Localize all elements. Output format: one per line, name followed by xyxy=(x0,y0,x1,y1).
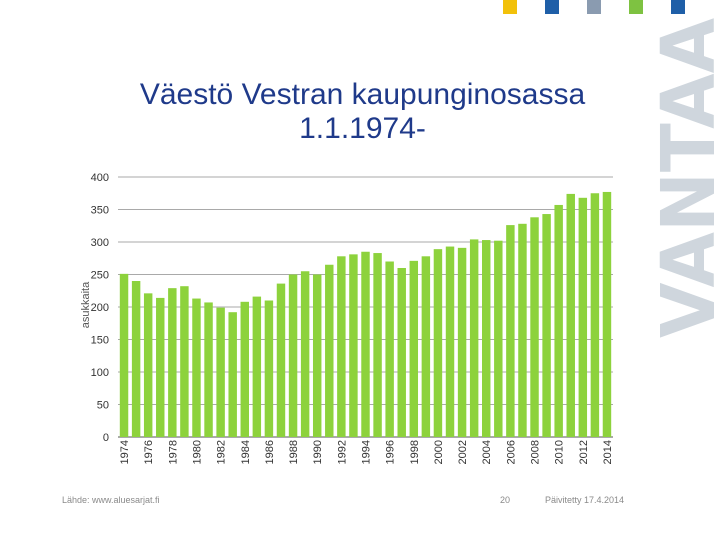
y-tick-label: 100 xyxy=(91,367,109,379)
x-tick-label: 1978 xyxy=(167,440,179,464)
y-tick-label: 350 xyxy=(91,205,109,217)
x-tick-label: 2006 xyxy=(505,440,517,464)
bar-1984 xyxy=(240,301,249,437)
x-tick-label: 2000 xyxy=(433,440,445,464)
updated-date: Päivitetty 17.4.2014 xyxy=(545,495,625,505)
y-tick-label: 250 xyxy=(91,270,109,282)
decor-square xyxy=(545,0,559,14)
x-tick-label: 1998 xyxy=(409,440,421,464)
bar-1980 xyxy=(192,298,201,437)
vantaa-logo-text: VANTAA xyxy=(646,18,720,338)
vantaa-logo: VANTAA xyxy=(646,18,720,338)
bar-2006 xyxy=(506,225,515,437)
bar-1993 xyxy=(349,254,358,437)
bar-2005 xyxy=(494,240,503,437)
bar-1991 xyxy=(325,264,334,437)
x-tick-label: 1988 xyxy=(288,440,300,464)
bar-1998 xyxy=(409,260,419,437)
x-axis-ticks: 1974 1976 1978 1980 1982 1984 1986 1988 1990 1992… xyxy=(119,440,614,464)
bar-2000 xyxy=(433,249,443,437)
y-tick-label: 0 xyxy=(103,432,109,444)
x-tick-label: 2002 xyxy=(457,440,469,464)
y-tick-label: 50 xyxy=(97,400,109,412)
bar-1997 xyxy=(397,268,406,437)
bar-1994 xyxy=(361,251,370,437)
x-tick-label: 1974 xyxy=(119,440,131,464)
source-note: Lähde: www.aluesarjat.fi xyxy=(62,495,160,505)
bar-1999 xyxy=(421,256,431,437)
bar-1985 xyxy=(252,296,262,437)
page-title: Väestö Vestran kaupunginosassa 1.1.1974- xyxy=(95,78,630,146)
y-tick-label: 400 xyxy=(91,172,109,184)
x-tick-label: 1980 xyxy=(191,440,203,464)
bar-2003 xyxy=(469,239,479,437)
bar-1988 xyxy=(288,274,298,437)
x-tick-label: 2004 xyxy=(481,440,493,464)
bar-2001 xyxy=(445,246,455,437)
x-tick-label: 2008 xyxy=(530,440,542,464)
bar-2014 xyxy=(602,191,612,437)
y-axis-ticks: 0 50 100 150 200 250 300 350 400 xyxy=(91,172,109,444)
bar-1974 xyxy=(119,273,129,437)
bar-1983 xyxy=(228,312,237,437)
decor-square xyxy=(587,0,601,14)
bar-2011 xyxy=(566,193,575,437)
y-tick-label: 150 xyxy=(91,335,109,347)
x-tick-label: 2014 xyxy=(602,440,614,464)
bar-1982 xyxy=(216,307,225,437)
y-tick-label: 300 xyxy=(91,237,109,249)
bar-2008 xyxy=(530,217,539,437)
decor-square xyxy=(503,0,517,14)
x-tick-label: 1996 xyxy=(385,440,397,464)
bar-1995 xyxy=(373,253,382,437)
x-tick-label: 1984 xyxy=(240,440,252,464)
bar-1996 xyxy=(385,261,394,437)
bar-2009 xyxy=(542,214,551,437)
page-number: 20 xyxy=(500,495,511,505)
decor-square xyxy=(629,0,643,14)
bars xyxy=(119,191,612,437)
decorative-squares xyxy=(503,0,685,14)
bar-1975 xyxy=(131,281,141,437)
x-tick-label: 1990 xyxy=(312,440,324,464)
title-line-2: 1.1.1974- xyxy=(299,112,426,145)
decor-square xyxy=(671,0,685,14)
x-tick-label: 1982 xyxy=(216,440,228,464)
x-tick-label: 2010 xyxy=(554,440,566,464)
bar-2004 xyxy=(482,240,491,437)
bar-1976 xyxy=(143,293,153,437)
x-tick-label: 2012 xyxy=(578,440,590,464)
x-tick-label: 1992 xyxy=(336,440,348,464)
bar-1978 xyxy=(168,288,177,437)
bar-1986 xyxy=(264,300,274,437)
bar-1990 xyxy=(312,274,322,437)
bar-1992 xyxy=(337,256,346,437)
bar-2002 xyxy=(457,247,467,437)
bar-2013 xyxy=(590,193,600,437)
bar-1987 xyxy=(276,283,286,437)
bar-2012 xyxy=(578,197,588,437)
bar-1989 xyxy=(300,271,310,437)
bar-1979 xyxy=(180,286,189,437)
x-tick-label: 1976 xyxy=(143,440,155,464)
bar-2007 xyxy=(518,223,527,437)
x-tick-label: 1986 xyxy=(264,440,276,464)
y-tick-label: 200 xyxy=(91,302,109,314)
x-tick-label: 1994 xyxy=(361,440,373,464)
bar-1977 xyxy=(156,297,165,437)
title-line-1: Väestö Vestran kaupunginosassa xyxy=(139,78,586,111)
bar-2010 xyxy=(554,204,563,437)
y-axis-label: asukkaita xyxy=(80,281,92,328)
bar-1981 xyxy=(204,302,213,437)
